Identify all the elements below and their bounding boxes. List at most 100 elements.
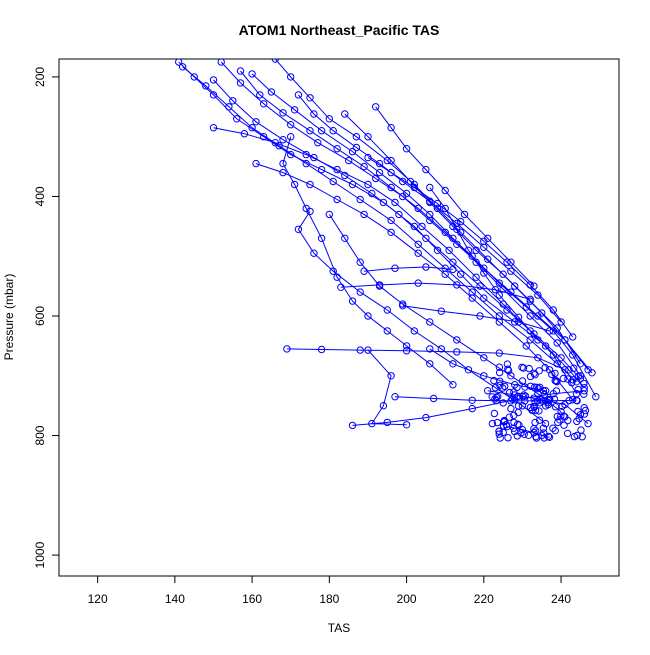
data-point — [468, 404, 476, 413]
series-lines — [178, 59, 597, 438]
data-point — [530, 394, 538, 402]
series-line — [344, 113, 581, 365]
data-point — [495, 291, 503, 299]
data-point — [302, 204, 310, 213]
data-point — [495, 427, 503, 435]
data-point — [499, 285, 507, 293]
data-point — [468, 252, 476, 260]
data-point — [573, 431, 581, 440]
data-point — [279, 109, 287, 117]
data-point — [372, 103, 380, 111]
data-point — [341, 110, 349, 118]
data-point — [271, 139, 279, 147]
data-point — [530, 383, 539, 391]
data-point — [530, 369, 538, 377]
data-point — [545, 433, 554, 441]
data-point — [360, 162, 368, 171]
data-point — [287, 150, 295, 159]
data-point — [217, 59, 225, 66]
data-point — [580, 410, 589, 418]
data-point — [541, 342, 550, 350]
data-point — [540, 434, 548, 442]
data-point — [391, 393, 399, 401]
data-point — [410, 183, 418, 192]
data-point — [570, 364, 578, 372]
data-point — [252, 118, 260, 126]
data-point — [306, 127, 314, 135]
data-point — [532, 434, 541, 442]
data-point — [233, 115, 241, 123]
data-point — [495, 430, 503, 438]
data-point — [553, 378, 561, 386]
series-line — [251, 73, 581, 377]
data-point — [283, 345, 291, 353]
series-line — [286, 348, 566, 371]
plot-frame — [58, 58, 620, 577]
data-point — [518, 377, 527, 385]
data-point — [524, 431, 533, 439]
y-tick-label: 800 — [33, 425, 47, 445]
data-point — [522, 342, 530, 350]
data-point — [236, 67, 245, 75]
data-point — [387, 168, 395, 177]
data-point — [302, 150, 310, 159]
data-point — [302, 159, 310, 168]
data-point — [468, 294, 476, 302]
data-point — [507, 397, 515, 405]
data-point — [504, 434, 512, 442]
data-point — [426, 197, 434, 205]
data-point — [520, 391, 528, 399]
data-point — [484, 234, 492, 243]
data-point — [499, 300, 507, 308]
data-point — [453, 336, 461, 344]
data-point — [441, 270, 449, 278]
data-point — [501, 382, 509, 391]
data-point — [240, 130, 249, 138]
data-point — [352, 133, 361, 141]
data-point — [556, 416, 564, 424]
data-point — [449, 265, 457, 274]
data-point — [480, 294, 488, 302]
data-point — [545, 366, 554, 374]
data-point — [418, 222, 426, 231]
data-point — [387, 183, 395, 192]
data-point — [256, 91, 264, 99]
data-point — [329, 177, 337, 186]
series-line — [375, 106, 535, 287]
data-point — [317, 234, 326, 243]
data-point — [348, 421, 357, 430]
data-point — [510, 388, 518, 396]
data-point — [372, 174, 380, 183]
data-point — [551, 426, 559, 435]
chart-title: ATOM1 Northeast_Pacific TAS — [239, 22, 440, 38]
data-point — [341, 234, 349, 243]
series-line — [367, 349, 407, 426]
data-point — [577, 426, 585, 434]
data-point — [568, 378, 576, 387]
series-line — [298, 94, 562, 323]
data-point — [476, 312, 484, 320]
data-point — [333, 145, 341, 153]
series-points — [175, 59, 600, 442]
data-point — [576, 360, 585, 368]
data-point — [491, 286, 500, 294]
data-point — [310, 249, 318, 257]
y-tick-label: 400 — [33, 186, 47, 206]
data-point — [505, 388, 514, 397]
data-point — [565, 366, 573, 374]
data-point — [504, 365, 512, 373]
data-point — [422, 263, 430, 271]
data-point — [540, 390, 549, 399]
data-point — [175, 59, 183, 66]
data-point — [464, 366, 473, 374]
data-point — [325, 115, 333, 123]
data-point — [549, 424, 557, 432]
data-point — [514, 420, 522, 428]
data-point — [399, 177, 407, 186]
data-point — [484, 387, 492, 395]
data-point — [402, 347, 411, 355]
data-point — [592, 393, 600, 401]
data-point — [287, 133, 295, 141]
